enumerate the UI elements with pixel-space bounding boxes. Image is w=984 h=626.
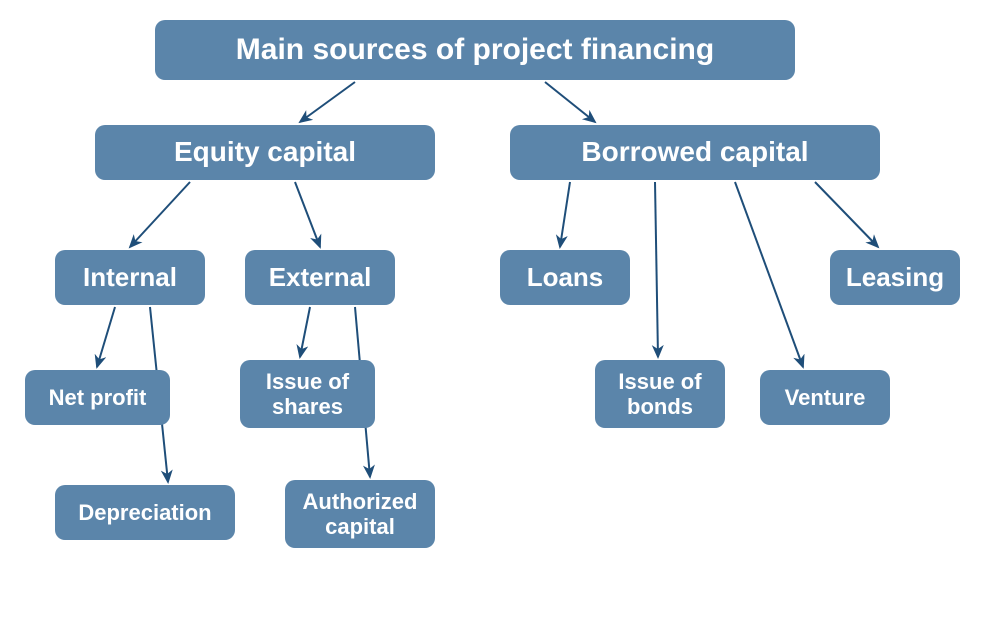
edge-root-to-borrowed (545, 82, 595, 122)
node-borrowed: Borrowed capital (510, 125, 880, 180)
edge-internal-to-netprofit (97, 307, 115, 367)
edge-equity-to-internal (130, 182, 190, 247)
node-label: Net profit (49, 385, 147, 410)
node-label: Issue of bonds (605, 369, 715, 420)
edge-equity-to-external (295, 182, 320, 247)
node-internal: Internal (55, 250, 205, 305)
node-label: Internal (83, 263, 177, 293)
edge-borrowed-to-leasing (815, 182, 878, 247)
edge-borrowed-to-issuebonds (655, 182, 658, 357)
edge-borrowed-to-loans (560, 182, 570, 247)
node-equity: Equity capital (95, 125, 435, 180)
node-authcapital: Authorized capital (285, 480, 435, 548)
node-label: Loans (527, 263, 604, 293)
edge-root-to-equity (300, 82, 355, 122)
node-issuebonds: Issue of bonds (595, 360, 725, 428)
node-loans: Loans (500, 250, 630, 305)
node-leasing: Leasing (830, 250, 960, 305)
node-issueshares: Issue of shares (240, 360, 375, 428)
node-netprofit: Net profit (25, 370, 170, 425)
node-label: Venture (785, 385, 866, 410)
node-depreciation: Depreciation (55, 485, 235, 540)
node-venture: Venture (760, 370, 890, 425)
node-label: Equity capital (174, 136, 356, 168)
node-label: Main sources of project financing (236, 33, 714, 68)
node-label: Leasing (846, 263, 944, 293)
node-label: Authorized capital (295, 489, 425, 540)
node-label: Borrowed capital (581, 136, 808, 168)
node-label: Depreciation (78, 500, 211, 525)
node-label: Issue of shares (250, 369, 365, 420)
node-label: External (269, 263, 372, 293)
diagram-stage: Main sources of project financing Equity… (0, 0, 984, 626)
edge-borrowed-to-venture (735, 182, 803, 367)
node-root: Main sources of project financing (155, 20, 795, 80)
edge-external-to-issueshares (300, 307, 310, 357)
node-external: External (245, 250, 395, 305)
